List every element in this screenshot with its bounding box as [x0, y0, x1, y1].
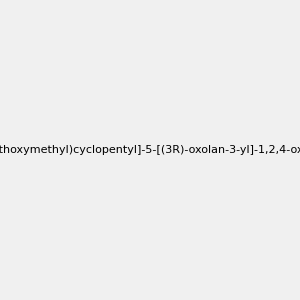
Text: 3-[1-(methoxymethyl)cyclopentyl]-5-[(3R)-oxolan-3-yl]-1,2,4-oxadiazole: 3-[1-(methoxymethyl)cyclopentyl]-5-[(3R)…: [0, 145, 300, 155]
